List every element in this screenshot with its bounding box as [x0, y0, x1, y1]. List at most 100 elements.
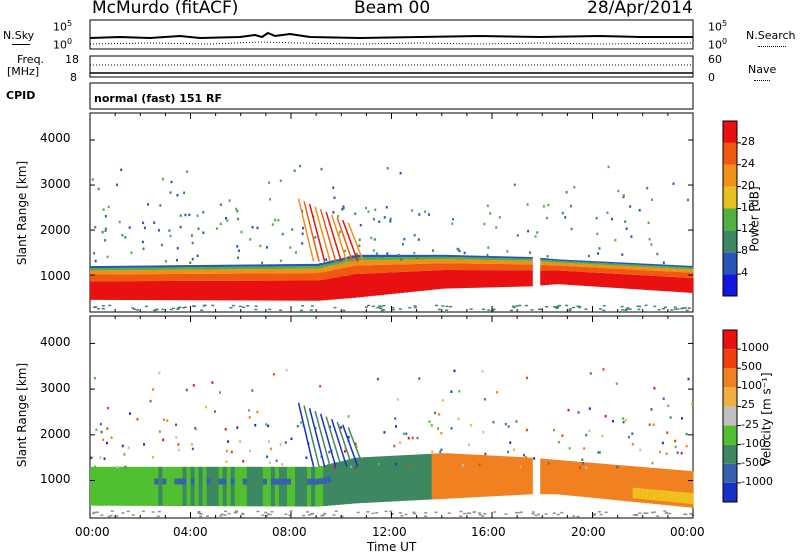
power-cell [158, 281, 163, 301]
power-cell [656, 265, 662, 268]
power-cell [194, 280, 200, 301]
scatter-point [340, 426, 343, 429]
power-cell [254, 269, 260, 274]
scatter-point [169, 234, 172, 238]
power-cell [455, 263, 461, 271]
power-cell [286, 280, 292, 301]
power-cell [572, 266, 578, 272]
scatter-point [588, 254, 591, 258]
velocity-cell [154, 466, 159, 506]
power-cell [656, 267, 662, 271]
colorbar-segment [723, 387, 737, 407]
scatter-point [561, 211, 564, 215]
power-cell [411, 257, 417, 260]
power-cell [668, 264, 674, 267]
velocity-cell [552, 459, 557, 495]
velocity-data [90, 368, 695, 518]
scatter-point [299, 164, 302, 168]
power-cell [162, 281, 167, 301]
power-cell [524, 270, 529, 287]
power-cell [190, 269, 196, 274]
velocity-cell [596, 463, 602, 499]
velocity-cell [327, 464, 332, 506]
scatter-point [431, 249, 434, 252]
velocity-cell [102, 466, 107, 506]
colorbar-segment [723, 425, 737, 445]
power-cell [504, 256, 509, 259]
power-cell [652, 264, 658, 266]
scatter-point [621, 253, 624, 256]
velocity-cell [664, 490, 670, 502]
ground-scatter [366, 511, 370, 513]
velocity-cell [311, 478, 316, 485]
power-cell [391, 257, 397, 260]
scatter-point [463, 251, 466, 255]
power-cell [315, 266, 320, 269]
power-cell [540, 270, 545, 286]
freq-panel-frame [89, 55, 694, 78]
power-cell [186, 267, 192, 270]
velocity-cell [126, 466, 131, 506]
velocity-cell [347, 459, 352, 504]
power-cell [218, 264, 224, 267]
power-cell [142, 274, 147, 282]
power-cell [632, 266, 638, 270]
scatter-point [314, 236, 317, 239]
xtick-2000: 20:00 [571, 525, 606, 539]
power-cell [668, 276, 674, 292]
scatter-point [367, 210, 370, 213]
ground-scatter [602, 309, 606, 312]
scatter-point [456, 247, 459, 251]
scatter-point [389, 220, 392, 223]
power-cell [668, 266, 674, 269]
scatter-point [656, 252, 659, 256]
power-cell [544, 270, 549, 286]
velocity-cell [688, 471, 694, 508]
scatter-point [627, 435, 630, 439]
power-cell [278, 264, 284, 267]
power-cell [146, 265, 151, 268]
velocity-cell [319, 478, 324, 485]
power-cell [319, 279, 324, 301]
power-cell [447, 263, 453, 271]
velocity-cell [608, 464, 614, 500]
scatter-point [430, 424, 433, 427]
ground-scatter [101, 307, 105, 310]
ground-scatter [656, 515, 660, 517]
scatter-point [101, 230, 104, 234]
ground-scatter [556, 305, 560, 308]
scatter-point [418, 213, 421, 216]
velocity-cell [415, 454, 421, 501]
power-cell [238, 273, 244, 281]
ground-scatter [447, 512, 451, 514]
power-cell [323, 267, 328, 272]
power-cell [411, 254, 417, 258]
power-cell [616, 273, 622, 289]
scatter-point [372, 217, 375, 221]
power-cell [580, 271, 586, 286]
power-cell [214, 280, 220, 301]
power-cell [419, 259, 425, 264]
power-cell [198, 267, 204, 270]
power-ytick-3000: 3000 [40, 177, 71, 191]
power-cell [355, 260, 360, 266]
power-cell [487, 256, 493, 258]
power-cell [150, 281, 155, 301]
power-cell [419, 254, 425, 257]
velocity-cell [684, 470, 690, 508]
power-cell [206, 273, 212, 281]
power-cell [190, 267, 196, 270]
power-cell [463, 259, 469, 264]
noise-bottom-tick-left: 100 [53, 37, 73, 52]
power-cell [383, 264, 389, 273]
scatter-point [354, 212, 357, 215]
ground-scatter [492, 308, 496, 311]
velocity-colorbar [722, 329, 741, 503]
power-cell [214, 264, 220, 267]
ground-scatter [537, 308, 541, 311]
scatter-point [639, 448, 642, 452]
power-cell [656, 270, 662, 277]
power-cell [528, 257, 533, 259]
scatter-point [235, 207, 238, 211]
